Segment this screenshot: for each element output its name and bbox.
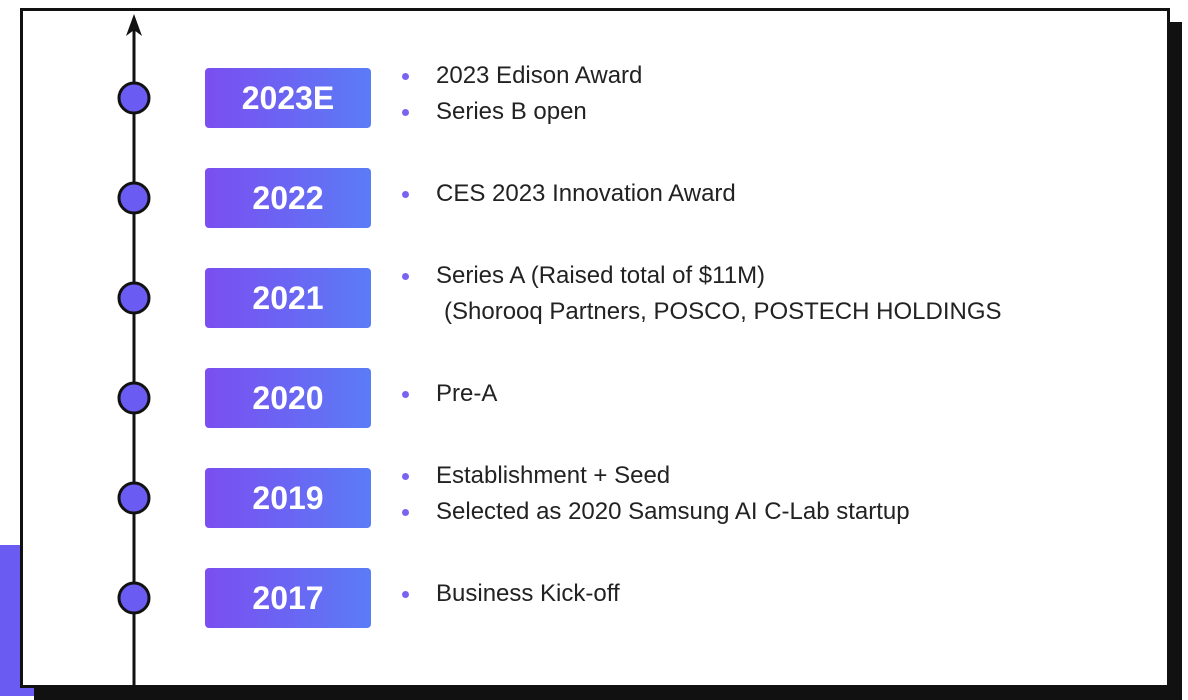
timeline-node bbox=[117, 381, 151, 415]
bullet-text: Series A (Raised total of $11M) bbox=[436, 262, 766, 289]
year-badge: 2017 bbox=[205, 568, 371, 628]
bullet-text: 2023 Edison Award bbox=[436, 62, 643, 89]
timeline-node bbox=[117, 281, 151, 315]
bullet-text: Business Kick-off bbox=[436, 580, 620, 607]
bullet-dot bbox=[402, 273, 409, 280]
bullet-dot bbox=[402, 109, 409, 116]
bullet-dot bbox=[402, 591, 409, 598]
axis-arrow bbox=[126, 14, 142, 36]
bullet-text: Selected as 2020 Samsung AI C-Lab startu… bbox=[436, 498, 910, 525]
year-badge: 2020 bbox=[205, 368, 371, 428]
bullet-text: (Shorooq Partners, POSCO, POSTECH HOLDIN… bbox=[444, 298, 1002, 325]
year-badge: 2022 bbox=[205, 168, 371, 228]
timeline-node bbox=[117, 581, 151, 615]
year-badge: 2023E bbox=[205, 68, 371, 128]
bullet-dot bbox=[402, 191, 409, 198]
year-badge: 2019 bbox=[205, 468, 371, 528]
bullet-text: Pre-A bbox=[436, 380, 498, 407]
year-badge: 2021 bbox=[205, 268, 371, 328]
bullet-dot bbox=[402, 473, 409, 480]
timeline-node bbox=[117, 181, 151, 215]
bullet-dot bbox=[402, 391, 409, 398]
bullet-dot bbox=[402, 73, 409, 80]
bullet-dot bbox=[402, 509, 409, 516]
bullet-text: CES 2023 Innovation Award bbox=[436, 180, 736, 207]
bullet-text: Series B open bbox=[436, 98, 587, 125]
bullet-text: Establishment + Seed bbox=[436, 462, 671, 489]
timeline-node bbox=[117, 481, 151, 515]
timeline-node bbox=[117, 81, 151, 115]
